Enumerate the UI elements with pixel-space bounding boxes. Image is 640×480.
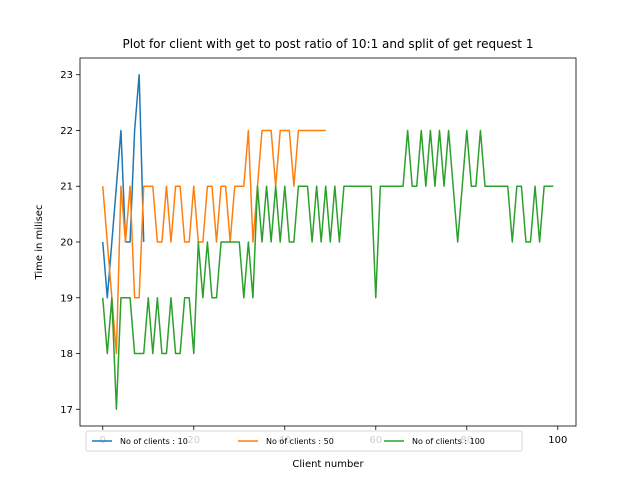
plot-area <box>102 73 554 411</box>
series-line-2 <box>102 129 326 355</box>
legend: No of clients : 10 No of clients : 50 No o… <box>85 430 523 452</box>
chart-title: Plot for client with get to post ratio o… <box>123 37 534 51</box>
legend-label-3: No of clients : 100 <box>412 437 485 446</box>
y-tick-label: 18 <box>60 349 73 360</box>
y-tick-label: 21 <box>60 182 73 193</box>
series-line-3 <box>102 129 554 411</box>
y-axis: 17 18 19 20 21 22 23 <box>60 70 80 416</box>
x-axis-label: Client number <box>292 459 364 470</box>
legend-label-2: No of clients : 50 <box>266 437 334 446</box>
y-tick-label: 23 <box>60 70 73 81</box>
y-tick-label: 19 <box>60 293 73 304</box>
y-axis-label: Time in milisec <box>34 205 45 281</box>
legend-box <box>85 430 523 452</box>
y-tick-label: 22 <box>60 126 73 137</box>
x-tick-label: 100 <box>548 435 567 446</box>
y-tick-label: 17 <box>60 405 73 416</box>
y-tick-label: 20 <box>60 238 73 249</box>
legend-label-1: No of clients : 10 <box>120 437 188 446</box>
